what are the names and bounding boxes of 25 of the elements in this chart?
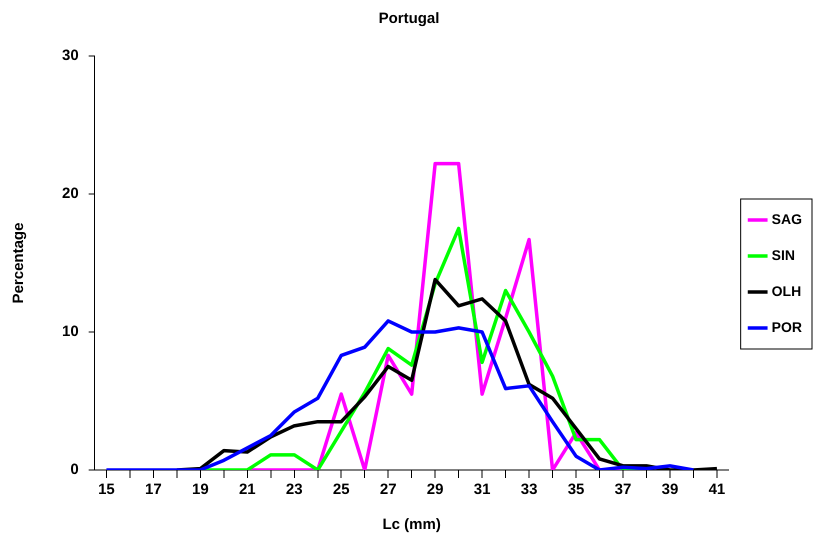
legend-label: OLH [772, 282, 802, 299]
x-tick-label: 25 [332, 481, 350, 498]
x-tick-label: 29 [426, 481, 444, 498]
x-tick-label: 15 [98, 481, 115, 498]
x-axis-title: Lc (mm) [382, 516, 441, 534]
x-tick-label: 33 [520, 481, 538, 498]
x-tick-label: 17 [145, 481, 162, 498]
legend-label: SIN [772, 246, 796, 263]
chart-title: Portugal [378, 10, 440, 28]
x-tick-label: 37 [614, 481, 632, 498]
x-tick-label: 19 [192, 481, 209, 498]
legend-label: POR [772, 318, 802, 335]
x-tick-label: 35 [568, 481, 584, 498]
x-tick-label: 41 [708, 481, 726, 498]
x-tick-label: 21 [238, 481, 256, 498]
x-tick-label: 23 [286, 481, 303, 498]
y-tick-label: 30 [62, 47, 79, 64]
x-tick-label: 27 [380, 481, 397, 498]
y-axis-title: Percentage [10, 222, 28, 304]
y-tick-label: 0 [70, 461, 79, 478]
x-tick-label: 31 [474, 481, 490, 498]
y-tick-label: 10 [62, 323, 79, 340]
legend-label: SAG [772, 210, 802, 227]
y-tick-label: 20 [62, 185, 79, 202]
x-tick-label: 39 [662, 481, 678, 498]
